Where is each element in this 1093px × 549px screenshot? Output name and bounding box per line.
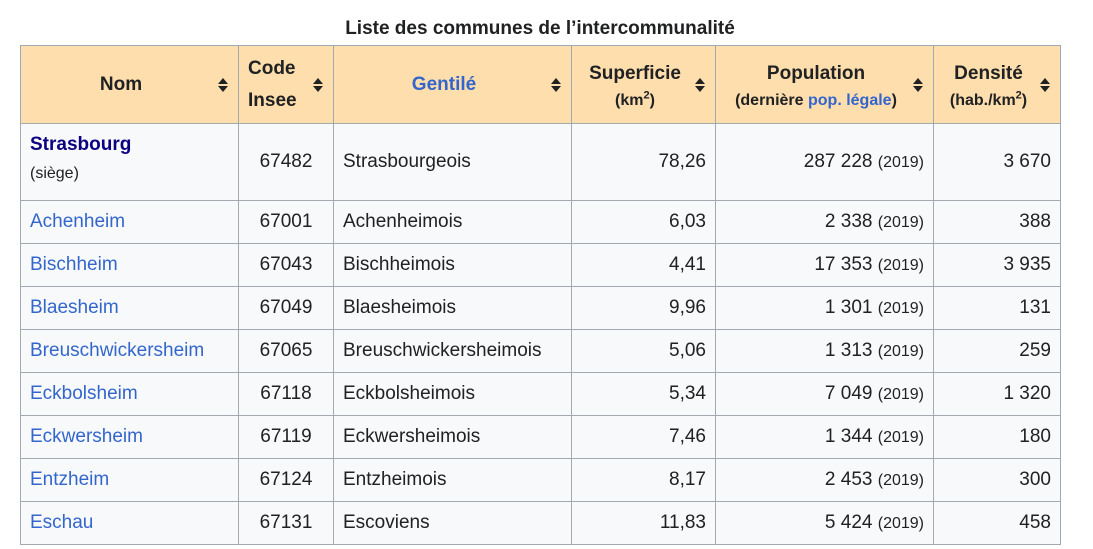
table-row: Entzheim 67124 Entzheimois 8,17 2 453 (2…: [20, 458, 1061, 502]
table-row: Strasbourg (siège) 67482 Strasbourgeois …: [20, 123, 1061, 201]
cell-densite: 300: [933, 458, 1061, 502]
cell-population: 1 313 (2019): [715, 329, 934, 373]
cell-superficie: 9,96: [571, 286, 716, 330]
header-code-label-line2: Insee: [248, 89, 297, 111]
cell-nom: Bischheim: [20, 243, 239, 287]
cell-nom: Eschau: [20, 501, 239, 545]
header-row: Nom Code Insee Gentilé Superficie (km2): [20, 45, 1061, 124]
header-densite[interactable]: Densité (hab./km2): [933, 45, 1061, 124]
cell-densite: 388: [933, 200, 1061, 244]
cell-population: 287 228 (2019): [715, 123, 934, 201]
cell-population: 5 424 (2019): [715, 501, 934, 545]
cell-densite: 458: [933, 501, 1061, 545]
header-nom-label: Nom: [99, 73, 143, 95]
table-row: Achenheim 67001 Achenheimois 6,03 2 338 …: [20, 200, 1061, 244]
commune-link[interactable]: Eschau: [30, 512, 94, 533]
cell-code: 67001: [238, 200, 334, 244]
commune-link[interactable]: Eckwersheim: [30, 426, 143, 447]
table-row: Breuschwickersheim 67065 Breuschwickersh…: [20, 329, 1061, 373]
cell-code: 67065: [238, 329, 334, 373]
cell-code: 67049: [238, 286, 334, 330]
sort-icon[interactable]: [1040, 77, 1050, 92]
commune-link[interactable]: Entzheim: [30, 469, 110, 490]
header-nom[interactable]: Nom: [20, 45, 239, 124]
header-code-insee[interactable]: Code Insee: [238, 45, 334, 124]
commune-link[interactable]: Bischheim: [30, 254, 118, 275]
cell-population: 17 353 (2019): [715, 243, 934, 287]
cell-population: 1 344 (2019): [715, 415, 934, 459]
cell-densite: 259: [933, 329, 1061, 373]
cell-nom: Eckbolsheim: [20, 372, 239, 416]
cell-code: 67119: [238, 415, 334, 459]
header-superficie-unit: (km2): [615, 89, 655, 109]
cell-gentile: Escoviens: [333, 501, 572, 545]
cell-gentile: Entzheimois: [333, 458, 572, 502]
table-caption: Liste des communes de l’intercommunalité: [345, 18, 735, 39]
cell-superficie: 78,26: [571, 123, 716, 201]
cell-nom: Blaesheim: [20, 286, 239, 330]
cell-superficie: 6,03: [571, 200, 716, 244]
cell-code: 67043: [238, 243, 334, 287]
sort-icon[interactable]: [313, 77, 323, 92]
cell-nom: Strasbourg (siège): [20, 123, 239, 201]
cell-gentile: Strasbourgeois: [333, 123, 572, 201]
table-row: Blaesheim 67049 Blaesheimois 9,96 1 301 …: [20, 286, 1061, 330]
cell-nom: Breuschwickersheim: [20, 329, 239, 373]
header-superficie-label: Superficie: [589, 62, 681, 84]
table-row: Eschau 67131 Escoviens 11,83 5 424 (2019…: [20, 501, 1061, 545]
cell-code: 67124: [238, 458, 334, 502]
cell-densite: 180: [933, 415, 1061, 459]
seat-note: (siège): [30, 165, 79, 182]
header-superficie[interactable]: Superficie (km2): [571, 45, 716, 124]
header-population-label: Population: [766, 62, 866, 84]
cell-superficie: 5,06: [571, 329, 716, 373]
cell-densite: 131: [933, 286, 1061, 330]
cell-superficie: 4,41: [571, 243, 716, 287]
cell-superficie: 8,17: [571, 458, 716, 502]
header-gentile-link[interactable]: Gentilé: [411, 73, 477, 95]
cell-population: 1 301 (2019): [715, 286, 934, 330]
sort-icon[interactable]: [551, 77, 561, 92]
commune-link[interactable]: Eckbolsheim: [30, 383, 138, 404]
table-row: Bischheim 67043 Bischheimois 4,41 17 353…: [20, 243, 1061, 287]
cell-gentile: Blaesheimois: [333, 286, 572, 330]
commune-link[interactable]: Blaesheim: [30, 297, 119, 318]
pop-legale-link[interactable]: pop. légale: [808, 91, 892, 109]
commune-link[interactable]: Achenheim: [30, 211, 126, 232]
cell-code: 67131: [238, 501, 334, 545]
header-population-sub: (dernière pop. légale): [735, 91, 897, 109]
cell-population: 2 338 (2019): [715, 200, 934, 244]
cell-nom: Entzheim: [20, 458, 239, 502]
cell-superficie: 5,34: [571, 372, 716, 416]
commune-link[interactable]: Breuschwickersheim: [30, 340, 205, 361]
cell-gentile: Eckwersheimois: [333, 415, 572, 459]
cell-population: 2 453 (2019): [715, 458, 934, 502]
sort-icon[interactable]: [218, 77, 228, 92]
table-row: Eckwersheim 67119 Eckwersheimois 7,46 1 …: [20, 415, 1061, 459]
sort-icon[interactable]: [695, 77, 705, 92]
header-code-label-line1: Code: [248, 57, 296, 79]
cell-gentile: Bischheimois: [333, 243, 572, 287]
cell-nom: Achenheim: [20, 200, 239, 244]
cell-densite: 3 670: [933, 123, 1061, 201]
cell-superficie: 11,83: [571, 501, 716, 545]
cell-densite: 3 935: [933, 243, 1061, 287]
header-population[interactable]: Population (dernière pop. légale): [715, 45, 934, 124]
header-gentile[interactable]: Gentilé: [333, 45, 572, 124]
commune-link[interactable]: Strasbourg: [30, 134, 132, 155]
cell-gentile: Breuschwickersheimois: [333, 329, 572, 373]
table-row: Eckbolsheim 67118 Eckbolsheimois 5,34 7 …: [20, 372, 1061, 416]
cell-code: 67482: [238, 123, 334, 201]
sort-icon[interactable]: [913, 77, 923, 92]
communes-table: Nom Code Insee Gentilé Superficie (km2): [20, 45, 1061, 545]
cell-gentile: Achenheimois: [333, 200, 572, 244]
cell-superficie: 7,46: [571, 415, 716, 459]
cell-gentile: Eckbolsheimois: [333, 372, 572, 416]
header-densite-unit: (hab./km2): [949, 89, 1028, 109]
cell-code: 67118: [238, 372, 334, 416]
cell-densite: 1 320: [933, 372, 1061, 416]
header-densite-label: Densité: [954, 62, 1023, 84]
cell-population: 7 049 (2019): [715, 372, 934, 416]
cell-nom: Eckwersheim: [20, 415, 239, 459]
